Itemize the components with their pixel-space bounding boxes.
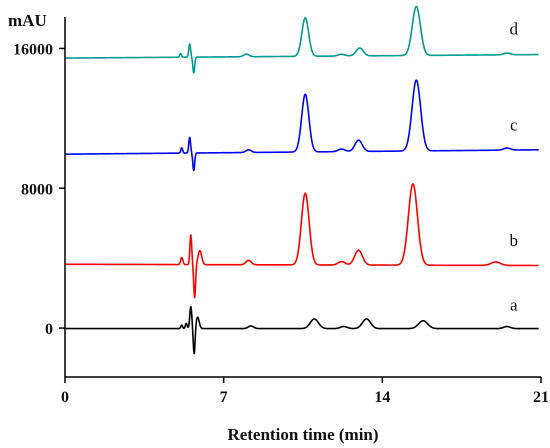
trace-label-c: c <box>510 116 518 135</box>
x-axis-title: Retention time (min) <box>227 425 378 444</box>
trace-label-layer: a b c d <box>510 19 519 314</box>
x-tick-label: 7 <box>220 389 228 406</box>
series-line-a <box>64 305 540 355</box>
y-tick-label: 8000 <box>21 181 53 198</box>
series-line-b <box>64 183 540 299</box>
series-line-d <box>64 5 540 74</box>
trace-label-d: d <box>510 19 519 38</box>
tick-layer: 0 7 14 21 0 8000 16000 <box>13 41 549 406</box>
y-axis-title: mAU <box>8 11 47 30</box>
x-tick-label: 21 <box>533 389 549 406</box>
trace-label-b: b <box>510 231 519 250</box>
trace-label-a: a <box>510 296 518 315</box>
y-tick-label: 0 <box>45 321 53 338</box>
series-line-c <box>64 79 540 172</box>
x-tick-label: 0 <box>61 389 69 406</box>
x-tick-label: 14 <box>374 389 390 406</box>
y-tick-label: 16000 <box>13 41 53 58</box>
series-layer <box>64 5 540 355</box>
